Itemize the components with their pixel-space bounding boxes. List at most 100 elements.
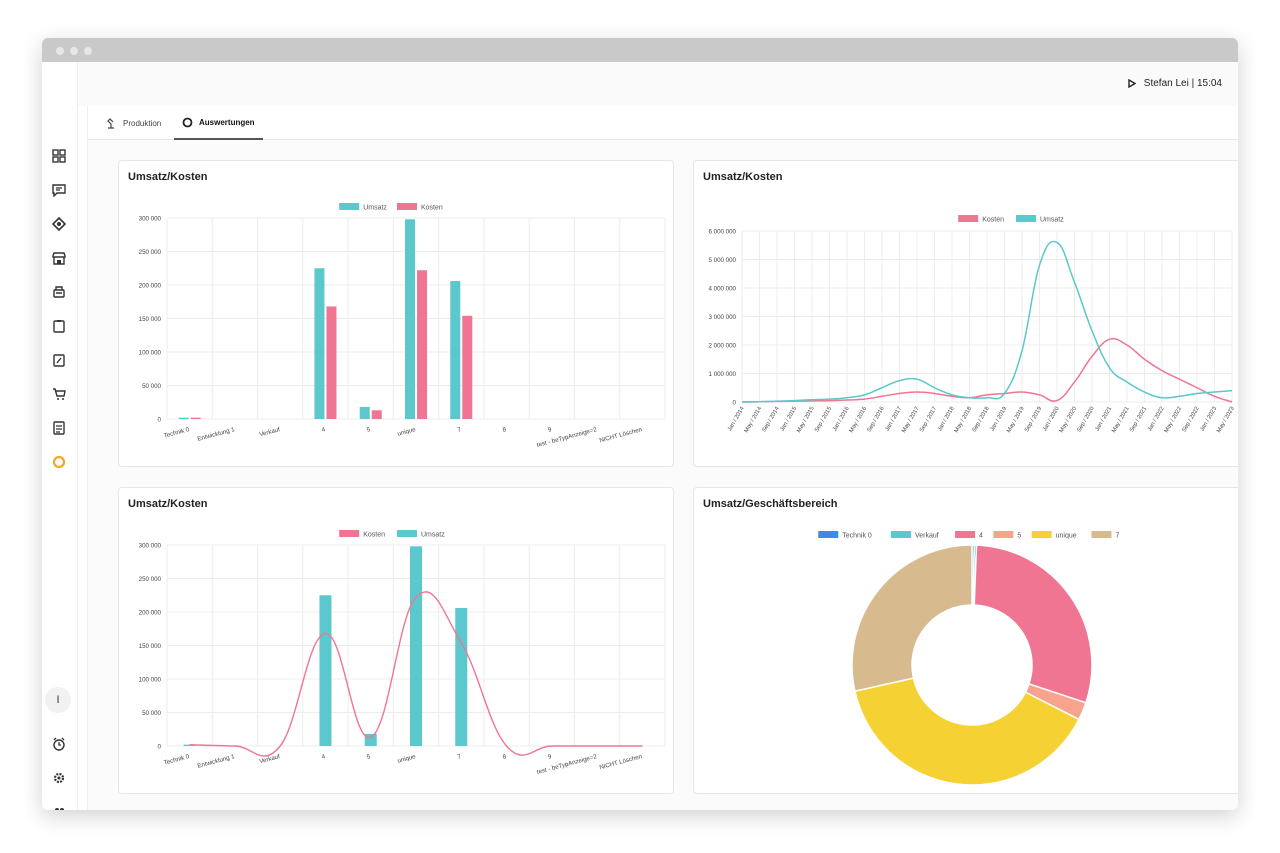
user-label: Stefan Lei | 15:04: [1143, 78, 1222, 89]
x-tick-label: Sep / 2015: [814, 406, 833, 433]
x-tick-label: test - beTypAnzeige=2: [536, 426, 598, 449]
x-tick-label: Sep / 2014: [762, 405, 782, 433]
bar: [455, 607, 468, 746]
message-icon[interactable]: [51, 182, 67, 198]
x-tick-label: Sep / 2018: [972, 406, 991, 433]
legend-label: Umsatz: [363, 205, 387, 212]
bar: [462, 315, 473, 419]
y-tick-label: 300 000: [139, 543, 162, 550]
x-tick-label: Sep / 2020: [1077, 406, 1096, 433]
y-tick-label: 250 000: [139, 249, 162, 256]
bar: [178, 417, 189, 419]
avatar-initial: I: [56, 694, 60, 706]
bar: [190, 417, 201, 419]
legend-swatch: [397, 203, 417, 210]
machine-icon[interactable]: [51, 284, 67, 300]
y-tick-label: 0: [733, 400, 737, 407]
users-icon[interactable]: [51, 804, 67, 810]
bar: [364, 733, 377, 746]
x-tick-label: May / 2021: [1111, 406, 1131, 434]
x-tick-label: Entwicklung 1: [197, 753, 236, 770]
x-tick-label: Sep / 2019: [1024, 406, 1043, 433]
x-tick-label: May / 2019: [1006, 406, 1026, 434]
x-tick-label: Technik 0: [163, 753, 191, 767]
legend-label: 5: [1017, 533, 1021, 540]
x-tick-label: Jan / 2014: [727, 405, 746, 432]
y-tick-label: 200 000: [139, 283, 162, 290]
y-tick-label: 150 000: [139, 643, 162, 650]
x-tick-label: May / 2016: [849, 406, 869, 434]
y-tick-label: 100 000: [139, 350, 162, 357]
app-window: I Stefan Lei | 15:04 Produktion Auswertu…: [42, 38, 1238, 810]
pie-slice: [973, 544, 1093, 704]
legend-swatch: [1091, 531, 1112, 538]
x-tick-label: Verkauf: [259, 753, 281, 765]
line-series: [741, 240, 1233, 403]
x-tick-label: Sep / 2022: [1182, 406, 1201, 433]
legend-swatch: [397, 530, 417, 537]
cart-icon[interactable]: [51, 386, 67, 402]
x-tick-label: Entwicklung 1: [197, 426, 236, 443]
x-tick-label: May / 2014: [744, 405, 764, 434]
x-tick-label: Sep / 2021: [1129, 406, 1148, 433]
legend-swatch: [993, 531, 1014, 538]
legend-label: unique: [1056, 533, 1077, 540]
legend-label: 7: [1115, 533, 1119, 540]
x-tick-label: Sep / 2017: [919, 406, 938, 433]
x-tick-label: Jan / 2020: [1042, 406, 1061, 432]
store-icon[interactable]: [51, 250, 67, 266]
x-tick-label: NICHT Löschen: [599, 426, 644, 444]
clipboard-icon[interactable]: [51, 318, 67, 334]
legend-swatch: [818, 531, 839, 538]
robot-arm-icon: [107, 117, 114, 129]
edit-icon[interactable]: [51, 352, 67, 368]
sidebar: I: [42, 62, 78, 810]
analytics-icon[interactable]: [51, 454, 67, 470]
x-tick-label: 5: [366, 753, 372, 761]
x-tick-label: Jan / 2016: [832, 406, 851, 432]
chart-card-line: Umsatz/Kosten 6 000 000 5 000 000 4 000 00…: [693, 160, 1238, 467]
legend-swatch: [339, 530, 360, 537]
x-tick-label: May / 2015: [796, 406, 816, 434]
y-tick-label: 5 000 000: [708, 257, 736, 264]
y-tick-label: 200 000: [139, 610, 162, 617]
y-tick-label: 300 000: [139, 216, 162, 223]
window-dot[interactable]: [84, 47, 92, 55]
legend-label: Umsatz: [1040, 217, 1064, 224]
legend-label: Kosten: [363, 532, 385, 539]
window-dot[interactable]: [56, 47, 64, 55]
tab-auswertungen[interactable]: Auswertungen: [174, 106, 263, 140]
card-title: Umsatz/Kosten: [703, 171, 783, 183]
tab-label: Produktion: [123, 118, 162, 128]
dashboard-icon[interactable]: [51, 148, 67, 164]
x-tick-label: 4: [321, 426, 327, 434]
line-chart: 6 000 000 5 000 000 4 000 000 3 000 000 2 00…: [708, 215, 1236, 434]
gear-icon[interactable]: [51, 770, 67, 786]
card-title: Umsatz/Geschäftsbereich: [703, 498, 838, 510]
x-tick-label: 8: [502, 753, 508, 761]
x-tick-label: Jan / 2015: [779, 406, 798, 432]
x-tick-label: 7: [457, 753, 463, 761]
avatar[interactable]: I: [45, 687, 71, 713]
y-tick-label: 100 000: [139, 677, 162, 684]
x-tick-label: Jan / 2023: [1199, 406, 1218, 432]
x-tick-label: Verkauf: [259, 426, 281, 438]
x-tick-label: Technik 0: [163, 426, 191, 440]
legend-swatch: [890, 531, 911, 538]
bar: [319, 595, 332, 746]
tab-produktion[interactable]: Produktion: [98, 106, 169, 140]
topbar: Stefan Lei | 15:04: [78, 62, 1238, 106]
legend-swatch: [1031, 531, 1052, 538]
document-icon[interactable]: [51, 420, 67, 436]
x-tick-label: NICHT Löschen: [599, 753, 644, 771]
bar: [359, 406, 370, 419]
x-tick-label: 4: [321, 753, 327, 761]
alarm-icon[interactable]: [51, 736, 67, 752]
y-tick-label: 4 000 000: [708, 286, 736, 293]
window-dot[interactable]: [70, 47, 78, 55]
combo-chart: 300 000 250 000 200 000 150 000 100 000 50 00…: [139, 530, 666, 776]
y-tick-label: 6 000 000: [708, 229, 736, 236]
user-menu[interactable]: Stefan Lei | 15:04: [1128, 78, 1222, 89]
compass-icon[interactable]: [51, 216, 67, 232]
x-tick-label: Jan / 2017: [884, 406, 903, 432]
